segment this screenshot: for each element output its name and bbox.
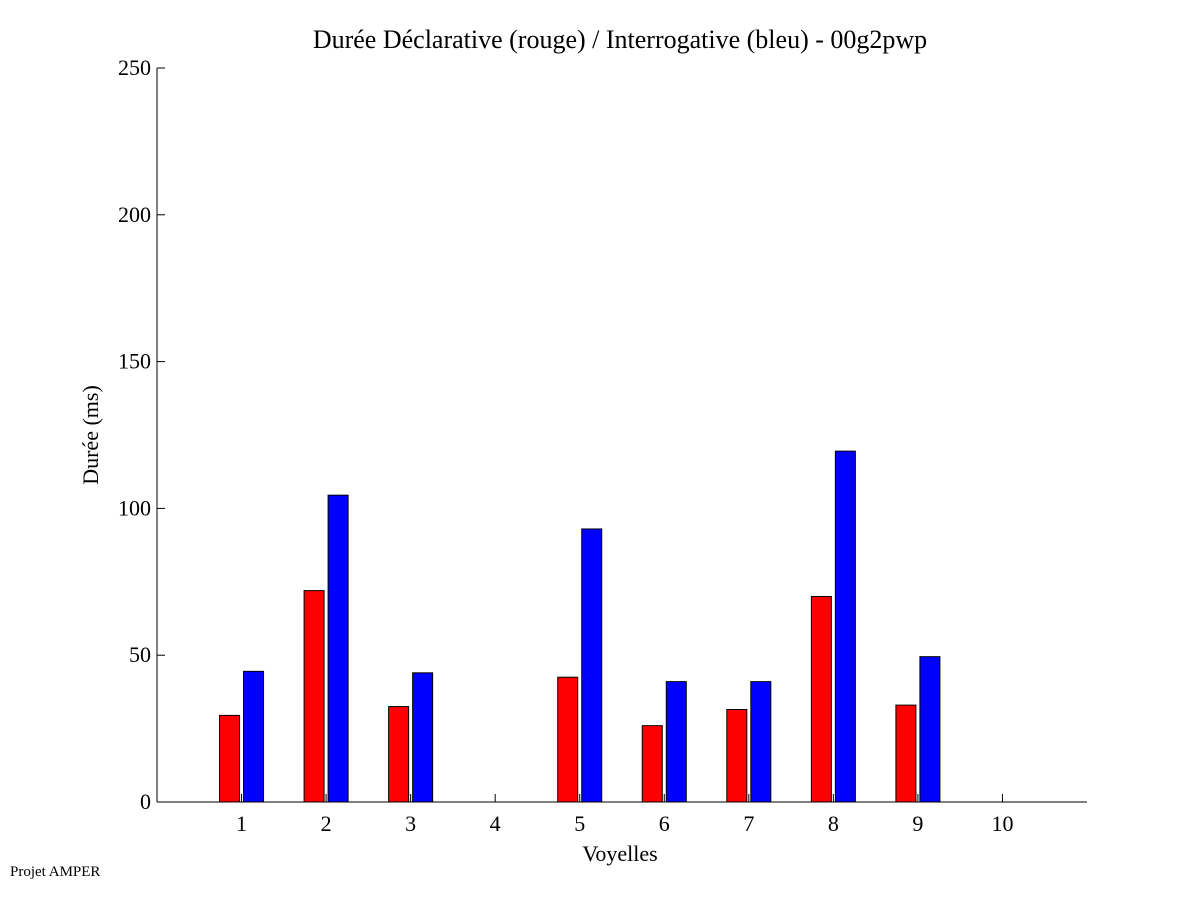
y-tick-label-150: 150 [118, 349, 151, 374]
bar-blue-8 [834, 450, 856, 803]
x-axis-label: Voyelles [582, 841, 657, 866]
bar-red-6 [641, 725, 663, 803]
x-tick-label-4: 4 [490, 811, 501, 836]
bar-blue-7 [750, 681, 772, 803]
bar-blue-2 [327, 494, 349, 803]
x-tick-label-2: 2 [321, 811, 332, 836]
x-tick-label-9: 9 [912, 811, 923, 836]
x-tick-label-7: 7 [743, 811, 754, 836]
chart-title: Durée Déclarative (rouge) / Interrogativ… [313, 25, 927, 54]
bar-red-1 [219, 714, 241, 803]
x-tick-label-8: 8 [828, 811, 839, 836]
bar-red-5 [557, 676, 579, 803]
x-tick-label-10: 10 [991, 811, 1013, 836]
bar-blue-9 [919, 656, 941, 803]
bar-red-8 [810, 595, 832, 803]
x-tick-label-1: 1 [236, 811, 247, 836]
bar-blue-6 [665, 681, 687, 803]
x-tick-label-5: 5 [574, 811, 585, 836]
y-tick-label-0: 0 [140, 789, 151, 814]
y-tick-label-250: 250 [118, 55, 151, 80]
bar-red-9 [895, 704, 917, 803]
bar-blue-3 [412, 672, 434, 803]
bar-red-2 [303, 590, 325, 803]
y-axis-label: Durée (ms) [78, 385, 103, 485]
y-tick-label-100: 100 [118, 495, 151, 520]
bar-red-7 [726, 709, 748, 803]
x-tick-label-3: 3 [405, 811, 416, 836]
bar-blue-1 [243, 670, 265, 803]
y-tick-label-50: 50 [129, 642, 151, 667]
x-tick-label-6: 6 [659, 811, 670, 836]
bar-red-3 [388, 706, 410, 803]
y-tick-label-200: 200 [118, 202, 151, 227]
footer-credit: Projet AMPER [10, 864, 101, 880]
bar-blue-5 [581, 528, 603, 803]
